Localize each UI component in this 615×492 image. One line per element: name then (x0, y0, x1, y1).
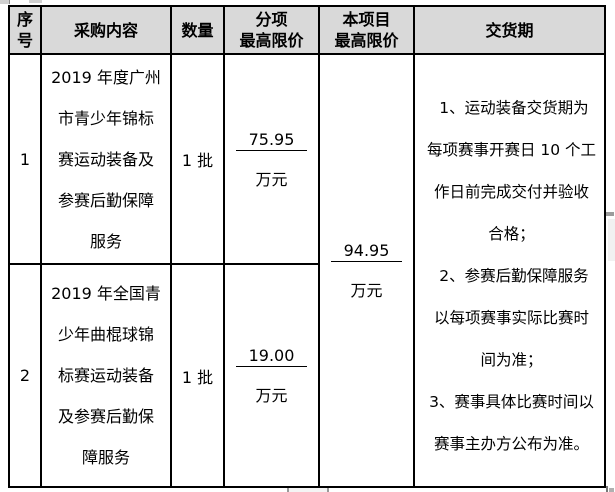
row1-seq-cell: 1 (8, 53, 42, 265)
header-sub-max-line2: 最高限价 (239, 31, 304, 50)
header-cell-content: 采购内容 (40, 5, 172, 55)
header-cell-proj-max: 本项目 最高限价 (318, 5, 415, 55)
table-row-1: 1 2019 年度广州 市青少年锦标 赛运动装备及 参赛后勤保障 服务 1 批 … (8, 53, 606, 488)
row2-qty-cell: 1 批 (170, 263, 225, 488)
procurement-table: 序 号 采购内容 数量 分项 最高限价 本项目 最高限价 交货期 1 2019 … (8, 5, 606, 488)
content-line: 2019 年全国青 (51, 284, 161, 303)
delivery-line: 1、运动装备交货期为 (434, 99, 589, 117)
header-cell-qty: 数量 (170, 5, 225, 55)
delivery-line: 2、参赛后勤保障服务 (434, 267, 589, 285)
content-line: 标赛运动装备 (57, 366, 154, 385)
content-line: 及参赛后勤保 (57, 407, 154, 426)
content-line: 参赛后勤保障 (57, 190, 154, 210)
delivery-line: 以每项赛事实际比赛时 (433, 309, 589, 327)
delivery-cell: 1、运动装备交货期为 每项赛事开赛日 10 个工 作日前完成交付并验收 合格； … (413, 53, 606, 488)
content-line: 服务 (89, 231, 122, 251)
content-line: 障服务 (81, 448, 130, 467)
header-cell-delivery: 交货期 (413, 5, 606, 55)
content-line: 2019 年度广州 (51, 67, 161, 87)
delivery-line: 间为准； (480, 351, 543, 369)
header-sub-max-line1: 分项 (255, 10, 288, 29)
header-proj-max-line2: 最高限价 (334, 31, 399, 50)
sub-max-value: 19.00 (235, 346, 308, 367)
page-fragment-right-dash (606, 212, 614, 216)
delivery-line: 合格； (488, 225, 535, 243)
project-max-cell: 94.95 万元 (318, 53, 415, 488)
project-max-value: 94.95 (330, 241, 403, 262)
delivery-text: 1、运动装备交货期为 每项赛事开赛日 10 个工 作日前完成交付并验收 合格； … (416, 76, 603, 465)
page-fragment-bottom-line (606, 486, 608, 492)
page-fragment-top-left (0, 0, 10, 4)
table-header-row: 序 号 采购内容 数量 分项 最高限价 本项目 最高限价 交货期 (8, 5, 606, 55)
row1-qty-cell: 1 批 (170, 53, 225, 265)
content-line: 市青少年锦标 (57, 108, 154, 128)
delivery-line: 每项赛事开赛日 10 个工 (426, 141, 597, 159)
row2-content-cell: 2019 年全国青 少年曲棍球锦 标赛运动装备 及参赛后勤保 障服务 (40, 263, 172, 488)
project-max-unit: 万元 (350, 281, 383, 300)
price-block: 19.00 万元 (226, 346, 317, 405)
page-fragment-bottom-widget (287, 488, 329, 492)
delivery-line: 赛事主办方公布为准。 (433, 435, 589, 453)
price-block: 94.95 万元 (321, 241, 412, 300)
row2-sub-max-cell: 19.00 万元 (223, 263, 320, 488)
page-fragment-top-left-2 (29, 0, 42, 3)
delivery-line: 3、赛事具体比赛时间以 (429, 393, 594, 411)
header-cell-sub-max: 分项 最高限价 (223, 5, 320, 55)
header-cell-seq: 序 号 (8, 5, 42, 55)
delivery-line: 作日前完成交付并验收 (433, 183, 589, 201)
row1-sub-max-cell: 75.95 万元 (223, 53, 320, 265)
header-seq-line2: 号 (16, 31, 33, 50)
sub-max-unit: 万元 (255, 386, 288, 405)
page-fragment-bottom-square (609, 488, 614, 492)
price-block: 75.95 万元 (226, 130, 317, 189)
sub-max-value: 75.95 (235, 130, 308, 151)
header-seq-line1: 序 (16, 10, 33, 29)
row1-content-cell: 2019 年度广州 市青少年锦标 赛运动装备及 参赛后勤保障 服务 (40, 53, 172, 265)
page-fragment-right-strip (608, 219, 615, 261)
content-line: 赛运动装备及 (57, 149, 154, 169)
row2-seq-cell: 2 (8, 263, 42, 488)
header-proj-max-line1: 本项目 (342, 10, 391, 29)
content-line: 少年曲棍球锦 (57, 325, 154, 344)
sub-max-unit: 万元 (255, 169, 288, 189)
table-row-2: 2 2019 年全国青 少年曲棍球锦 标赛运动装备 及参赛后勤保 障服务 1 批… (8, 263, 605, 488)
